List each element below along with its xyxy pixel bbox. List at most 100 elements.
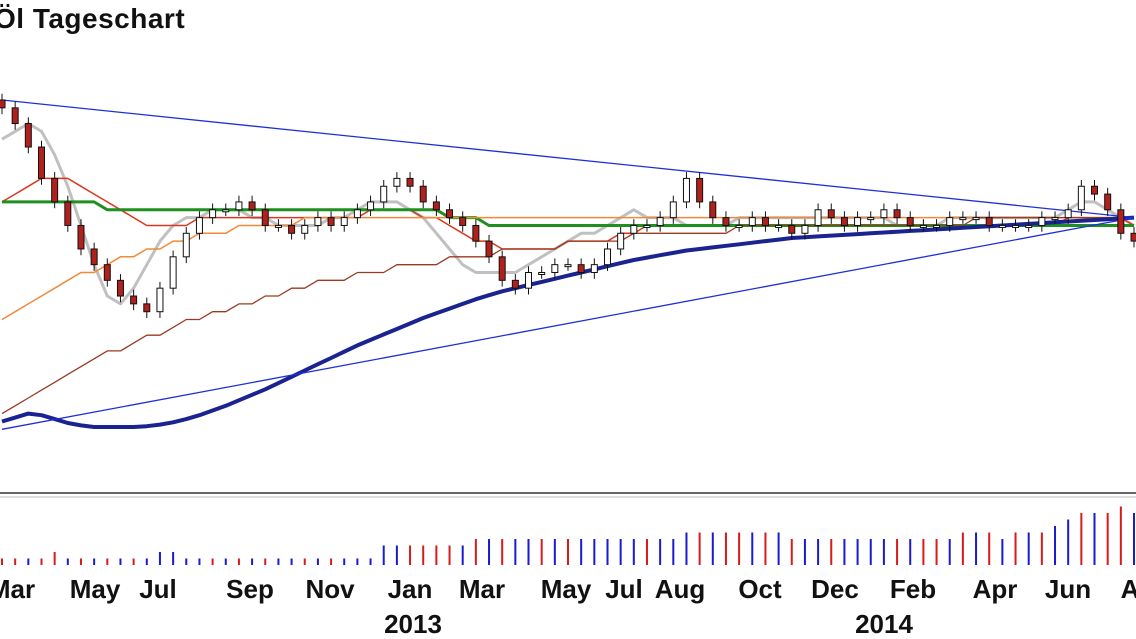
candle-body <box>788 224 796 234</box>
moving-average-line <box>2 200 1134 227</box>
candle-body <box>327 217 335 226</box>
candle-body <box>906 217 914 226</box>
candle-body <box>1104 193 1112 211</box>
candle-body <box>603 248 611 266</box>
candle-body <box>1038 217 1046 226</box>
candle-body <box>64 201 72 226</box>
candle-body <box>867 217 875 221</box>
x-tick-label: Aug <box>655 574 706 604</box>
candle-body <box>827 209 835 219</box>
candle-body <box>643 224 651 228</box>
x-tick-label: May <box>541 574 592 604</box>
candle-body <box>696 177 704 203</box>
candle-body <box>709 201 717 219</box>
x-tick-label: Feb <box>890 574 936 604</box>
candle-body <box>77 224 85 250</box>
candle-body <box>393 177 401 187</box>
moving-average-line <box>1 216 1134 415</box>
candle-body <box>735 224 743 228</box>
candle-body <box>274 224 282 228</box>
x-tick-label: A <box>1121 574 1136 604</box>
candle-body <box>959 217 967 221</box>
candle-body <box>1051 217 1059 221</box>
candle-body <box>551 264 559 273</box>
candle-body <box>972 217 980 221</box>
candle-body <box>0 99 6 109</box>
x-tick-label: Jul <box>605 574 643 604</box>
candle-body <box>854 217 862 226</box>
trendline <box>1 216 1135 430</box>
candles <box>0 93 1136 318</box>
candle-body <box>577 264 585 273</box>
candle-body <box>1025 224 1033 228</box>
x-axis: Mar May Jul Sep Nov Jan Mar May Jul Aug Oct Dec Feb A… <box>0 574 1136 639</box>
candle-body <box>933 224 941 228</box>
x-tick-label: Oct <box>738 574 782 604</box>
candle-body <box>538 272 546 275</box>
candle-body <box>511 279 519 289</box>
candle-body <box>472 224 480 242</box>
candle-body <box>801 224 809 234</box>
candle-body <box>617 232 625 250</box>
moving-average-line <box>1 216 1134 321</box>
candle-body <box>288 224 296 234</box>
candle-body <box>880 209 888 219</box>
candle-body <box>169 256 177 289</box>
candle-body <box>893 209 901 219</box>
candle-body <box>314 217 322 226</box>
candle-body <box>998 224 1006 228</box>
candle-body <box>748 217 756 226</box>
year-label: 2013 <box>384 609 442 639</box>
candle-body <box>195 217 203 234</box>
candle-body <box>37 146 45 179</box>
moving-average-line <box>1 177 1135 250</box>
candle-body <box>143 303 151 313</box>
candle-body <box>116 279 124 297</box>
candle-body <box>432 201 440 211</box>
candle-body <box>1117 209 1125 234</box>
candle-body <box>130 295 138 305</box>
candle-body <box>985 217 993 226</box>
candle-body <box>406 177 414 187</box>
candle-body <box>11 107 19 125</box>
candle-body <box>1091 185 1099 195</box>
candle-body <box>222 209 230 213</box>
candle-body <box>340 217 348 226</box>
x-tick-label: Jul <box>139 574 177 604</box>
candle-body <box>840 217 848 226</box>
x-tick-label: Jun <box>1045 574 1091 604</box>
moving-average-line <box>1 215 1135 429</box>
candle-body <box>814 209 822 226</box>
chart-title: Öl Tageschart <box>0 3 186 34</box>
candle-body <box>498 256 506 281</box>
candle-body <box>419 185 427 203</box>
candle-body <box>353 209 361 219</box>
candle-body <box>1012 224 1020 228</box>
candle-body <box>103 264 111 281</box>
candle-body <box>90 248 98 266</box>
candle-body <box>209 209 217 219</box>
candle-body <box>301 224 309 234</box>
x-tick-label: Sep <box>226 574 274 604</box>
candle-body <box>564 264 572 268</box>
x-tick-label: Mar <box>0 574 35 604</box>
volume-panel <box>1 506 1135 565</box>
candle-body <box>946 217 954 226</box>
candle-body <box>761 217 769 226</box>
trendlines <box>1 99 1135 430</box>
candle-body <box>682 177 690 203</box>
candle-body <box>669 201 677 219</box>
candle-body <box>590 264 598 273</box>
x-tick-label: Jan <box>388 574 433 604</box>
candle-body <box>446 209 454 219</box>
candle-body <box>459 217 467 226</box>
candle-body <box>367 201 375 211</box>
candle-body <box>1130 232 1136 242</box>
candle-body <box>380 185 388 203</box>
x-tick-label: Apr <box>973 574 1018 604</box>
x-tick-label: Dec <box>811 574 859 604</box>
candle-body <box>656 217 664 226</box>
moving-averages <box>1 122 1135 429</box>
year-label: 2014 <box>855 609 913 639</box>
